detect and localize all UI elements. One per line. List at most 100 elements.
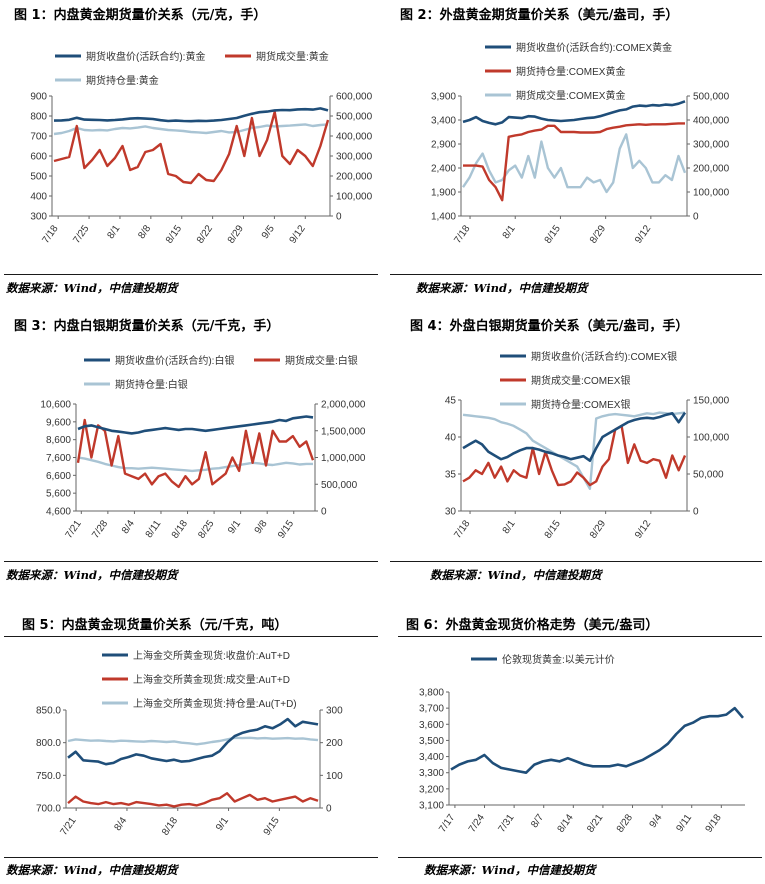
series-line	[67, 717, 319, 766]
x-tick-label: 8/18	[160, 815, 180, 838]
y-tick-label-right: 0	[321, 507, 327, 518]
x-tick-label: 8/1	[501, 223, 518, 241]
x-tick-label: 8/4	[120, 518, 137, 536]
series-line	[462, 100, 686, 126]
y-tick-label-right: 200	[326, 738, 343, 749]
y-tick-label-right: 1,000,000	[321, 453, 366, 464]
y-tick-label: 300	[30, 212, 47, 223]
x-tick-label: 8/15	[543, 223, 563, 246]
x-tick-label: 9/1	[214, 815, 231, 833]
x-tick-label: 8/1	[501, 518, 518, 536]
x-tick-label: 8/18	[170, 518, 190, 541]
y-tick-label: 800.0	[36, 738, 61, 749]
y-tick-label: 700	[30, 132, 47, 143]
x-tick-label: 7/25	[71, 223, 91, 246]
y-tick-label-right: 300,000	[336, 152, 373, 163]
y-tick-label: 2,900	[431, 140, 456, 151]
chart-title-2: 图 2：外盘黄金期货量价关系（美元/盎司，手）	[400, 8, 679, 23]
y-tick-label-right: 1,500,000	[321, 426, 366, 437]
y-tick-label-right: 100	[326, 771, 343, 782]
y-tick-label: 5,600	[46, 489, 71, 500]
series-line	[462, 411, 687, 462]
legend-label: 期货成交量:COMEX黄金	[516, 89, 625, 102]
source-note-2: 数据来源：Wind，中信建投期货	[416, 281, 588, 295]
divider-6a	[398, 636, 762, 637]
chart-6: 伦敦现货黄金:以美元计价 3,100 3,200 3,300 3,400 3,500 3,6…	[419, 653, 745, 835]
y-tick-label: 900	[30, 92, 47, 103]
series-line	[67, 736, 319, 746]
divider-5b	[4, 857, 378, 858]
y-tick-label: 9,600	[46, 417, 71, 428]
y-tick-label: 40	[445, 433, 457, 444]
y-tick-label: 7,600	[46, 453, 71, 464]
legend-label: 期货收盘价(活跃合约):黄金	[86, 50, 205, 63]
x-tick-label: 8/11	[144, 518, 164, 540]
y-tick-label: 3,500	[419, 736, 444, 747]
series-line	[462, 411, 686, 491]
x-tick-label: 9/12	[633, 223, 653, 246]
y-tick-label: 850.0	[36, 706, 61, 717]
y-tick-label-right: 500,000	[321, 480, 358, 491]
series-line	[53, 123, 329, 136]
legend-label: 上海金交所黄金现货:成交量:AuT+D	[133, 673, 290, 686]
legend-label: 期货成交量:COMEX银	[531, 374, 630, 387]
legend-label: 上海金交所黄金现货:收盘价:AuT+D	[133, 649, 290, 662]
chart-4: 期货收盘价(活跃合约):COMEX银期货成交量:COMEX银期货持仓量:COME…	[445, 350, 730, 541]
x-tick-label: 8/22	[195, 223, 215, 246]
y-tick-label-right: 200,000	[693, 164, 730, 175]
x-tick-label: 8/28	[615, 812, 635, 835]
y-tick-label-right: 500,000	[693, 92, 730, 103]
x-tick-label: 9/12	[288, 223, 308, 246]
y-tick-label: 3,200	[419, 784, 444, 795]
x-tick-label: 8/1	[105, 223, 122, 241]
x-tick-label: 7/21	[64, 518, 84, 541]
legend-label: 期货收盘价(活跃合约):COMEX黄金	[516, 41, 672, 54]
y-tick-label: 3,400	[419, 752, 444, 763]
series-line	[450, 706, 744, 774]
y-tick-label-right: 2,000,000	[321, 400, 366, 411]
x-tick-label: 9/8	[253, 518, 270, 536]
series-line	[67, 792, 319, 808]
legend-label: 上海金交所黄金现货:持仓量:Au(T+D)	[133, 697, 297, 710]
chart-2: 期货收盘价(活跃合约):COMEX黄金期货持仓量:COMEX黄金期货成交量:CO…	[431, 41, 730, 246]
source-note-1: 数据来源：Wind，中信建投期货	[6, 281, 178, 295]
source-note-4: 数据来源：Wind，中信建投期货	[430, 568, 602, 582]
y-tick-label: 3,400	[431, 116, 456, 127]
x-tick-label: 7/17	[437, 812, 457, 835]
legend-label: 期货持仓量:COMEX黄金	[516, 65, 625, 78]
y-tick-label-right: 400,000	[336, 132, 373, 143]
x-tick-label: 8/25	[196, 518, 216, 541]
divider-1	[4, 274, 378, 275]
source-note-5: 数据来源：Wind，中信建投期货	[6, 863, 178, 877]
y-tick-label: 10,600	[40, 400, 71, 411]
chart-title-3: 图 3：内盘白银期货量价关系（元/千克，手）	[14, 319, 280, 334]
y-tick-label-right: 100,000	[336, 192, 373, 203]
x-tick-label: 7/28	[90, 518, 110, 541]
divider-6b	[398, 857, 762, 858]
y-tick-label-right: 300,000	[693, 140, 730, 151]
y-tick-label: 8,600	[46, 435, 71, 446]
series-line	[53, 107, 329, 123]
x-tick-label: 9/18	[704, 812, 724, 835]
x-tick-label: 7/18	[452, 518, 472, 541]
series-line	[77, 415, 314, 435]
y-tick-label-right: 0	[326, 804, 332, 815]
x-tick-label: 7/31	[496, 812, 516, 835]
source-note-3: 数据来源：Wind，中信建投期货	[6, 568, 178, 582]
y-tick-label-right: 100,000	[693, 433, 730, 444]
x-tick-label: 9/15	[276, 518, 296, 541]
y-tick-label: 45	[445, 396, 457, 407]
divider-2	[390, 274, 762, 275]
chart-title-6: 图 6：外盘黄金现货价格走势（美元/盎司）	[406, 618, 659, 633]
chart-title-1: 图 1：内盘黄金期货量价关系（元/克，手）	[14, 8, 267, 23]
x-tick-label: 9/15	[262, 815, 282, 838]
x-tick-label: 8/15	[543, 518, 563, 541]
y-tick-label-right: 150,000	[693, 396, 730, 407]
y-tick-label: 3,700	[419, 704, 444, 715]
x-tick-label: 8/7	[529, 812, 546, 830]
x-tick-label: 9/1	[226, 518, 243, 536]
y-tick-label-right: 200,000	[336, 172, 373, 183]
x-tick-label: 9/4	[648, 812, 665, 830]
